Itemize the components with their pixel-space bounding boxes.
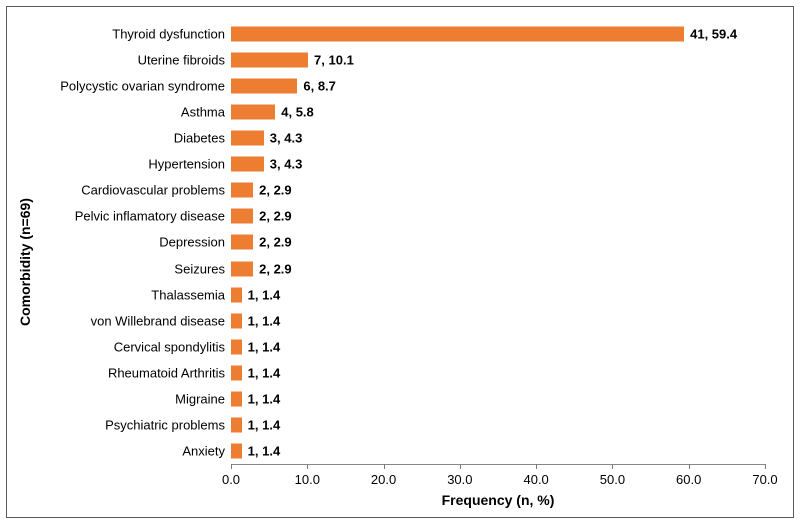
x-tick-label: 70.0 [752, 472, 777, 487]
bar-row: Rheumatoid Arthritis1, 1.4 [231, 360, 765, 386]
data-label: 41, 59.4 [690, 27, 737, 42]
bar-row: Pelvic inflamatory disease2, 2.9 [231, 203, 765, 229]
bar [231, 157, 264, 172]
bar [231, 79, 297, 94]
data-label: 2, 2.9 [259, 209, 292, 224]
category-label: Uterine fibroids [138, 53, 231, 68]
x-tick-label: 20.0 [371, 472, 396, 487]
x-tick-label: 50.0 [600, 472, 625, 487]
bar-row: von Willebrand disease1, 1.4 [231, 308, 765, 334]
bar [231, 27, 684, 42]
x-tick-label: 60.0 [676, 472, 701, 487]
x-tick [460, 464, 461, 469]
bar-row: Migraine1, 1.4 [231, 386, 765, 412]
data-label: 6, 8.7 [303, 79, 336, 94]
x-axis-line [231, 464, 765, 465]
x-tick [384, 464, 385, 469]
data-label: 1, 1.4 [248, 313, 281, 328]
bar-row: Thalassemia1, 1.4 [231, 282, 765, 308]
data-label: 2, 2.9 [259, 261, 292, 276]
bar [231, 391, 242, 406]
data-label: 7, 10.1 [314, 53, 354, 68]
bar [231, 53, 308, 68]
data-label: 1, 1.4 [248, 417, 281, 432]
x-tick-label: 0.0 [222, 472, 240, 487]
bar-row: Depression2, 2.9 [231, 229, 765, 255]
bar [231, 261, 253, 276]
category-label: Polycystic ovarian syndrome [60, 79, 231, 94]
y-axis-title: Comorbidity (n=69) [17, 198, 33, 326]
x-tick-label: 10.0 [295, 472, 320, 487]
bar [231, 235, 253, 250]
bar [231, 183, 253, 198]
bar-row: Hypertension3, 4.3 [231, 151, 765, 177]
data-label: 4, 5.8 [281, 105, 314, 120]
data-label: 3, 4.3 [270, 157, 303, 172]
bar-row: Thyroid dysfunction41, 59.4 [231, 21, 765, 47]
x-axis-title: Frequency (n, %) [442, 492, 555, 508]
category-label: Thyroid dysfunction [112, 27, 231, 42]
data-label: 1, 1.4 [248, 443, 281, 458]
bar-row: Asthma4, 5.8 [231, 99, 765, 125]
data-label: 1, 1.4 [248, 365, 281, 380]
bar [231, 313, 242, 328]
bar-row: Seizures2, 2.9 [231, 256, 765, 282]
x-tick [612, 464, 613, 469]
category-label: Rheumatoid Arthritis [108, 365, 231, 380]
x-tick [307, 464, 308, 469]
x-tick-label: 30.0 [447, 472, 472, 487]
x-tick [765, 464, 766, 469]
data-label: 1, 1.4 [248, 391, 281, 406]
category-label: Migraine [175, 391, 231, 406]
category-label: Cardiovascular problems [81, 183, 231, 198]
bar-row: Anxiety1, 1.4 [231, 438, 765, 464]
bar [231, 417, 242, 432]
data-label: 3, 4.3 [270, 131, 303, 146]
x-tick [231, 464, 232, 469]
category-label: Depression [159, 235, 231, 250]
category-label: Pelvic inflamatory disease [75, 209, 231, 224]
bar-row: Psychiatric problems1, 1.4 [231, 412, 765, 438]
category-label: Anxiety [182, 443, 231, 458]
category-label: Asthma [181, 105, 231, 120]
bar [231, 443, 242, 458]
category-label: von Willebrand disease [91, 313, 231, 328]
bar [231, 105, 275, 120]
data-label: 1, 1.4 [248, 339, 281, 354]
category-label: Hypertension [148, 157, 231, 172]
x-tick-label: 40.0 [523, 472, 548, 487]
x-tick [689, 464, 690, 469]
category-label: Thalassemia [151, 287, 231, 302]
bar [231, 209, 253, 224]
bar [231, 339, 242, 354]
bar [231, 287, 242, 302]
bar-row: Cardiovascular problems2, 2.9 [231, 177, 765, 203]
plot-area: Frequency (n, %) 0.010.020.030.040.050.0… [231, 21, 765, 464]
bar-row: Polycystic ovarian syndrome6, 8.7 [231, 73, 765, 99]
data-label: 1, 1.4 [248, 287, 281, 302]
bar [231, 131, 264, 146]
data-label: 2, 2.9 [259, 235, 292, 250]
bar-row: Uterine fibroids7, 10.1 [231, 47, 765, 73]
category-label: Psychiatric problems [105, 417, 231, 432]
x-tick [536, 464, 537, 469]
category-label: Diabetes [174, 131, 231, 146]
category-label: Cervical spondylitis [114, 339, 231, 354]
bar-row: Diabetes3, 4.3 [231, 125, 765, 151]
data-label: 2, 2.9 [259, 183, 292, 198]
bar [231, 365, 242, 380]
bar-row: Cervical spondylitis1, 1.4 [231, 334, 765, 360]
category-label: Seizures [174, 261, 231, 276]
chart-frame: Comorbidity (n=69) Frequency (n, %) 0.01… [6, 6, 794, 518]
